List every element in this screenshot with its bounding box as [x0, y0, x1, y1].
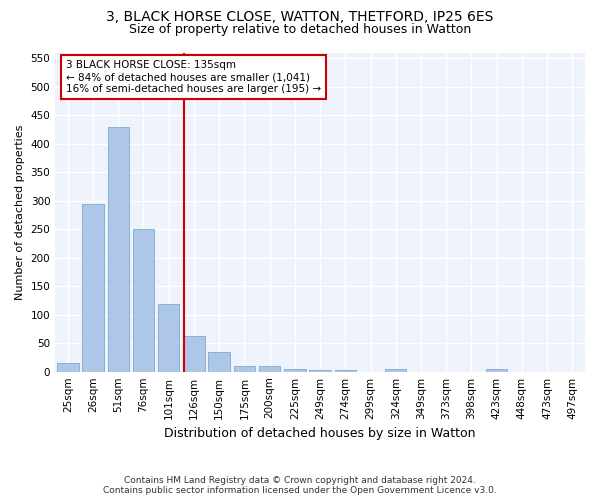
Text: 3 BLACK HORSE CLOSE: 135sqm
← 84% of detached houses are smaller (1,041)
16% of : 3 BLACK HORSE CLOSE: 135sqm ← 84% of det… — [66, 60, 321, 94]
Bar — [107, 126, 129, 372]
Bar — [183, 336, 205, 372]
Bar — [133, 229, 154, 372]
Bar — [284, 369, 305, 372]
Bar — [385, 369, 406, 372]
Bar — [82, 204, 104, 372]
Bar — [208, 352, 230, 372]
Bar — [233, 366, 255, 372]
Text: 3, BLACK HORSE CLOSE, WATTON, THETFORD, IP25 6ES: 3, BLACK HORSE CLOSE, WATTON, THETFORD, … — [106, 10, 494, 24]
Bar — [259, 366, 280, 372]
Bar — [335, 370, 356, 372]
Text: Size of property relative to detached houses in Watton: Size of property relative to detached ho… — [129, 22, 471, 36]
Bar — [310, 370, 331, 372]
Text: Contains HM Land Registry data © Crown copyright and database right 2024.
Contai: Contains HM Land Registry data © Crown c… — [103, 476, 497, 495]
Y-axis label: Number of detached properties: Number of detached properties — [15, 124, 25, 300]
Bar — [57, 363, 79, 372]
Bar — [158, 304, 179, 372]
Bar — [486, 369, 508, 372]
X-axis label: Distribution of detached houses by size in Watton: Distribution of detached houses by size … — [164, 427, 476, 440]
